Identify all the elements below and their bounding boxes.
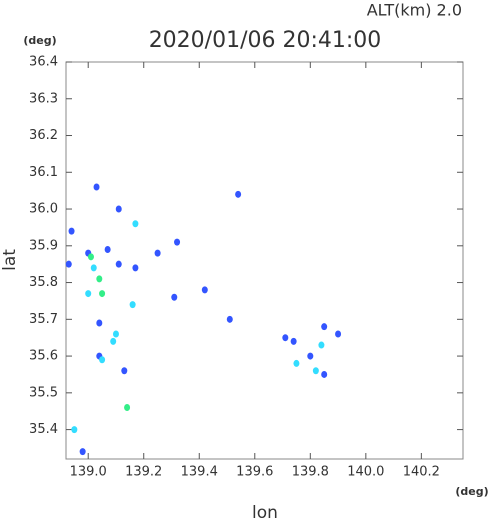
x-tick-label: 139.2: [125, 465, 162, 480]
y-tick-label: 35.8: [29, 275, 58, 290]
echo-point: [318, 341, 325, 349]
echo-point: [290, 337, 297, 345]
echo-point: [65, 260, 72, 268]
x-tick-label: 139.0: [70, 465, 107, 480]
echo-point: [112, 330, 119, 338]
echo-point: [99, 290, 106, 298]
echo-point: [104, 245, 111, 253]
echo-point: [335, 330, 342, 338]
echo-point: [282, 334, 289, 342]
echo-point: [90, 264, 97, 272]
echo-point: [99, 356, 106, 364]
echo-point: [293, 359, 300, 367]
echo-point: [307, 352, 314, 360]
echo-point: [96, 275, 103, 283]
y-tick-label: 36.0: [29, 202, 58, 217]
y-tick-label: 36.4: [29, 55, 58, 70]
echo-point: [235, 190, 242, 198]
echo-point: [132, 264, 139, 272]
x-tick-label: 139.6: [236, 465, 273, 480]
echo-point: [71, 426, 78, 434]
echo-point: [171, 293, 178, 301]
y-tick-label: 35.7: [29, 312, 58, 327]
plot-frame: [65, 61, 464, 460]
y-axis-label: lat: [0, 249, 20, 271]
echo-point: [115, 205, 122, 213]
echo-point: [201, 286, 208, 294]
y-tick-label: 35.4: [29, 422, 58, 437]
echo-point: [121, 367, 128, 375]
x-tick-label: 140.2: [403, 465, 440, 480]
echo-point: [96, 319, 103, 327]
x-tick-label: 139.4: [181, 465, 218, 480]
echo-point: [321, 370, 328, 378]
y-tick-label: 35.5: [29, 385, 58, 400]
y-tick-label: 36.2: [29, 128, 58, 143]
echo-point: [79, 448, 86, 456]
echo-point: [312, 367, 319, 375]
y-tick-label: 35.9: [29, 238, 58, 253]
echo-point: [124, 404, 131, 412]
y-tick-label: 36.1: [29, 165, 58, 180]
x-axis-label: lon: [252, 503, 278, 521]
y-tick-label: 35.6: [29, 349, 58, 364]
echo-point: [321, 323, 328, 331]
echo-point: [154, 249, 161, 257]
echo-point: [68, 227, 75, 235]
echo-point: [85, 290, 92, 298]
chart-title: 2020/01/06 20:41:00: [149, 28, 382, 53]
echo-point: [87, 253, 94, 261]
echo-point: [115, 260, 122, 268]
x-tick-label: 140.0: [347, 465, 384, 480]
echo-point: [132, 220, 139, 228]
echo-point: [174, 238, 181, 246]
y-tick-label: 36.3: [29, 91, 58, 106]
echo-point: [226, 315, 233, 323]
echo-point: [93, 183, 100, 191]
echo-point: [110, 337, 117, 345]
altitude-label: ALT(km) 2.0: [367, 1, 462, 20]
x-tick-label: 139.8: [292, 465, 329, 480]
y-unit: (deg): [23, 34, 56, 47]
x-unit: (deg): [455, 485, 488, 498]
echo-point: [129, 301, 136, 309]
